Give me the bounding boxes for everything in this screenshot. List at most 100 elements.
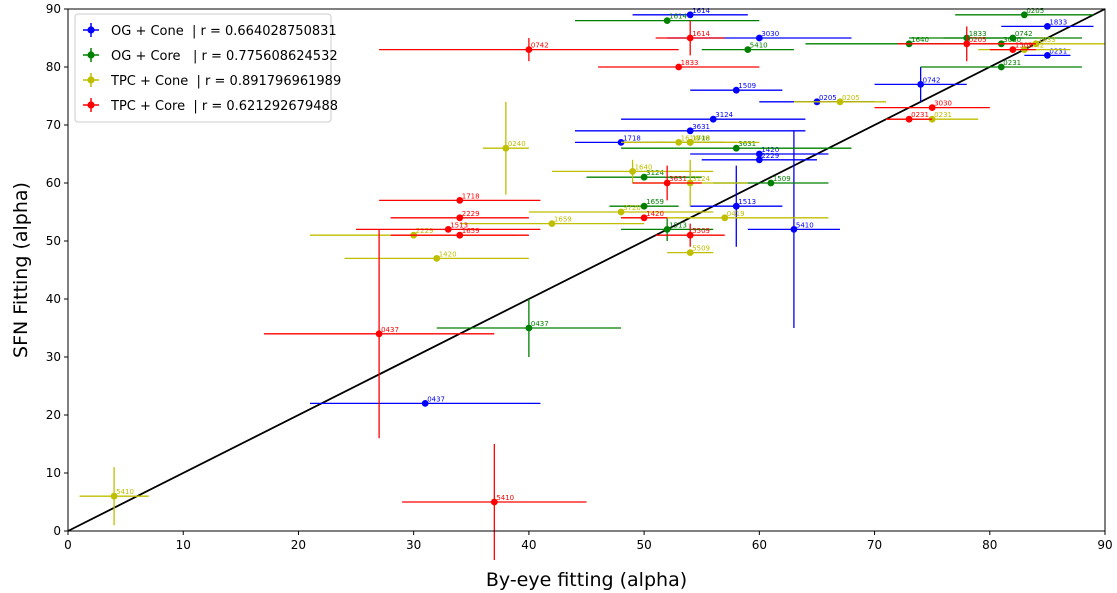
x-tick-label: 40: [521, 538, 536, 552]
point-label: 3124: [692, 175, 710, 183]
legend-item-0: OG + Cone | r = 0.664028750831: [83, 23, 337, 39]
y-axis-ticks: 0 10 20 30 40 50 60 70 80 90: [46, 2, 68, 538]
data-point: [790, 226, 798, 233]
point-label: 5410: [750, 42, 768, 50]
point-label: 2229: [416, 227, 434, 235]
point-label: 0240: [508, 140, 526, 148]
legend-item-2: TPC + Cone | r = 0.891796961989: [83, 73, 341, 89]
legend-label: OG + Cone | r = 0.664028750831: [111, 24, 337, 39]
x-tick-label: 60: [752, 538, 767, 552]
data-point: [997, 63, 1005, 71]
point-label: 0742: [1015, 30, 1033, 38]
x-tick-label: 80: [982, 538, 997, 552]
point-label: 1833: [1038, 36, 1056, 44]
data-point: [686, 231, 694, 239]
data-point: [421, 400, 429, 407]
point-label: 1614: [692, 30, 710, 38]
data-point: [456, 214, 464, 222]
data-point: [502, 144, 510, 152]
x-axis-title: By-eye fitting (alpha): [486, 569, 687, 591]
data-point: [963, 40, 971, 48]
point-label: 0205: [842, 94, 860, 102]
y-tick-label: 10: [46, 466, 61, 480]
point-label: 1420: [646, 210, 664, 218]
x-tick-label: 10: [176, 538, 191, 552]
x-tick-label: 70: [867, 538, 882, 552]
point-label: 1509: [738, 82, 756, 90]
point-label: 0205: [969, 36, 987, 44]
point-label: 1718: [462, 192, 480, 200]
data-point: [640, 173, 648, 181]
point-label: 5410: [116, 488, 134, 496]
point-label: 1833: [969, 30, 987, 38]
data-point: [767, 179, 775, 187]
legend-box: [74, 13, 332, 123]
plot-frame: [67, 8, 1106, 532]
point-label: 3124: [715, 111, 733, 119]
point-label: 1513: [738, 198, 756, 206]
point-label: 0437: [381, 326, 399, 334]
legend-label: TPC + Cone | r = 0.891796961989: [110, 74, 341, 89]
data-point: [732, 86, 740, 94]
point-label: 3631: [738, 140, 756, 148]
legend-swatch-marker: [87, 26, 95, 34]
legend: OG + Cone | r = 0.664028750831 OG + Core …: [74, 13, 341, 123]
data-point: [629, 168, 636, 175]
x-tick-label: 50: [636, 538, 651, 552]
data-point: [490, 498, 498, 506]
data-point: [433, 255, 441, 262]
data-point: [905, 115, 913, 123]
point-label: 3030: [934, 100, 952, 108]
point-label: 1614: [681, 134, 699, 142]
series-3: 0742161418330205150930300231363117182229…: [263, 20, 1036, 560]
axes-layer: 0 10 20 30 40 50 60 70 80 90 0102030405060708090 …: [10, 2, 1113, 591]
x-tick-label: 30: [406, 538, 421, 552]
data-point: [1043, 23, 1051, 30]
point-label: 0742: [923, 76, 941, 84]
x-tick-label: 0: [64, 538, 72, 552]
point-label: 0437: [427, 395, 445, 403]
data-point: [755, 34, 763, 42]
data-point: [836, 98, 844, 106]
identity-reference-line: [67, 8, 1106, 532]
point-label: 1718: [623, 134, 641, 142]
marks-layer: 1614 3030 1833 0231 0742 1509 0205 3124 3631 1718…: [67, 7, 1106, 560]
point-label: 1509: [692, 134, 710, 142]
point-label: 1659: [554, 216, 572, 224]
point-label: 1614: [669, 13, 687, 21]
data-point: [110, 492, 118, 500]
point-label: 5509: [692, 245, 710, 253]
legend-item-3: TPC + Core | r = 0.621292679488: [83, 98, 338, 114]
data-point: [525, 46, 533, 53]
point-label: 0231: [1049, 47, 1067, 55]
data-point: [375, 330, 383, 338]
data-point: [1020, 11, 1028, 19]
point-label: 0205: [1026, 7, 1044, 15]
point-label: 5410: [496, 494, 514, 502]
point-label: 5509: [692, 227, 710, 235]
data-point: [675, 63, 683, 71]
point-label: 1718: [692, 134, 710, 142]
point-label: 0205: [819, 94, 837, 102]
y-tick-label: 20: [46, 408, 61, 422]
point-label: 3720: [623, 204, 641, 212]
data-point: [617, 208, 625, 216]
point-label: 2229: [462, 210, 480, 218]
y-tick-label: 30: [46, 350, 61, 364]
point-label: 1659: [646, 198, 664, 206]
legend-label: OG + Core | r = 0.775608624532: [111, 49, 338, 64]
point-label: 2229: [761, 152, 779, 160]
data-point: [709, 115, 717, 123]
legend-swatch-marker: [87, 101, 95, 109]
point-label: 1513: [450, 221, 468, 229]
point-label: 3030: [1003, 36, 1021, 44]
legend-swatch-marker: [87, 76, 95, 84]
data-point: [1009, 46, 1017, 53]
data-point: [686, 127, 694, 135]
point-label: 1509: [773, 175, 791, 183]
point-label: 1833: [681, 59, 699, 67]
point-label: 0742: [1026, 42, 1044, 50]
y-tick-label: 80: [46, 60, 61, 74]
point-label: 0231: [1003, 59, 1021, 67]
